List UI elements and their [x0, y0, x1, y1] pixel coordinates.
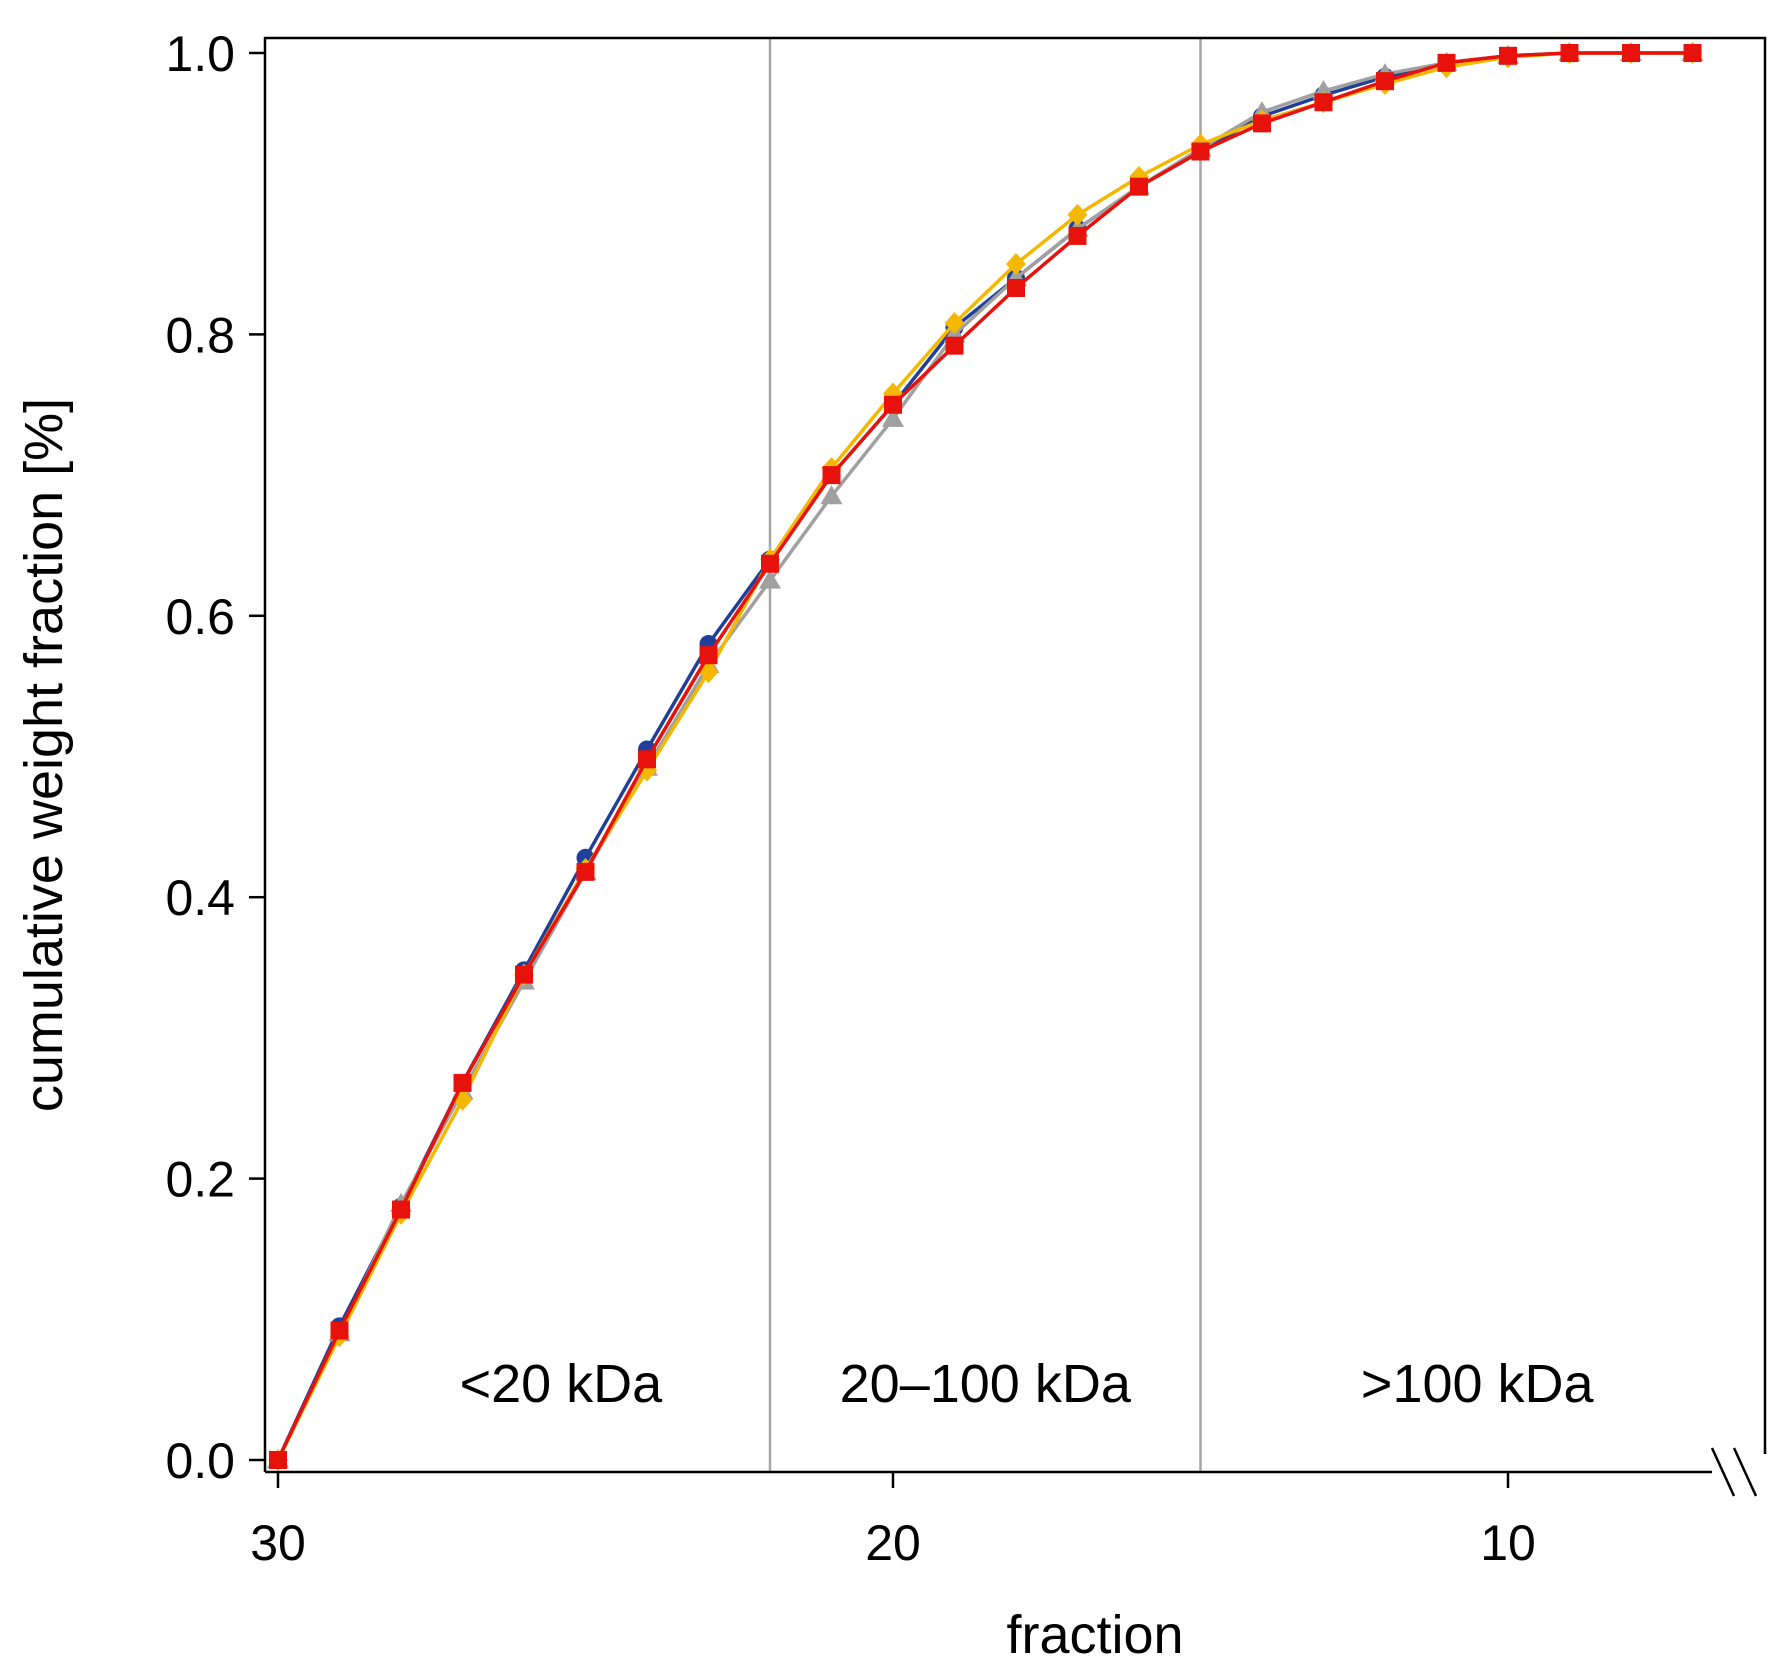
series-diamond — [268, 42, 1703, 1471]
series-group — [267, 42, 1704, 1471]
axis-break-mark-1 — [1710, 1447, 1736, 1497]
point-square-21 — [822, 466, 841, 485]
region-labels: <20 kDa 20–100 kDa >100 kDa — [460, 1354, 1595, 1414]
point-square-13 — [1314, 93, 1333, 112]
axes — [263, 36, 1767, 1497]
point-square-10 — [1499, 46, 1517, 65]
point-square-14 — [1253, 114, 1271, 133]
point-triangle-21 — [820, 485, 843, 505]
series-square — [269, 44, 1702, 1469]
point-square-28 — [392, 1200, 410, 1219]
point-square-9 — [1560, 44, 1579, 62]
axis-break-mark-2 — [1732, 1447, 1758, 1497]
point-square-26 — [515, 965, 533, 984]
point-triangle-20 — [882, 407, 904, 427]
point-square-18 — [1007, 278, 1025, 297]
series-line-square — [276, 51, 1693, 1461]
series-line-triangle — [276, 51, 1693, 1461]
region-dividers — [768, 38, 1202, 1472]
point-diamond-19 — [944, 312, 965, 335]
point-square-29 — [330, 1321, 349, 1340]
x-tick-label-20: 20 — [865, 1515, 921, 1571]
region-label-2: >100 kDa — [1361, 1354, 1595, 1414]
point-square-25 — [576, 862, 595, 881]
point-square-12 — [1376, 72, 1394, 91]
point-diamond-18 — [1006, 253, 1026, 276]
point-square-8 — [1622, 44, 1640, 62]
point-square-15 — [1191, 142, 1210, 161]
series-triangle — [267, 42, 1704, 1468]
point-square-17 — [1068, 226, 1087, 245]
plot-frame — [263, 36, 1767, 1472]
point-square-16 — [1130, 177, 1148, 196]
y-tick-label-0.0: 0.0 — [165, 1433, 235, 1489]
region-label-0: <20 kDa — [460, 1354, 664, 1414]
point-square-27 — [453, 1073, 472, 1092]
point-square-20 — [884, 395, 902, 414]
point-square-22 — [761, 554, 779, 573]
point-square-19 — [945, 336, 964, 355]
y-tick-label-0.4: 0.4 — [165, 870, 235, 926]
y-axis-title: cumulative weight fraction [%] — [14, 398, 74, 1112]
region-label-1: 20–100 kDa — [840, 1354, 1132, 1414]
x-tick-label-10: 10 — [1480, 1515, 1536, 1571]
series-line-circle — [276, 51, 1693, 1461]
point-square-30 — [269, 1451, 287, 1469]
point-diamond-17 — [1067, 203, 1088, 226]
point-square-7 — [1683, 44, 1702, 62]
series-circle — [269, 44, 1702, 1469]
series-line-diamond — [276, 51, 1693, 1461]
y-tick-label-0.2: 0.2 — [165, 1152, 235, 1208]
y-tick-label-1.0: 1.0 — [165, 26, 235, 82]
x-tick-label-30: 30 — [250, 1515, 306, 1571]
x-axis-title: fraction — [1006, 1605, 1183, 1664]
point-square-24 — [638, 750, 656, 769]
point-triangle-22 — [759, 569, 781, 589]
y-tick-label-0.6: 0.6 — [165, 589, 235, 645]
ticks: 30 20 10 0.0 0.2 0.4 0.6 0.8 1.0 — [165, 26, 1535, 1571]
point-square-23 — [699, 646, 718, 665]
point-square-11 — [1437, 53, 1456, 72]
y-tick-label-0.8: 0.8 — [165, 307, 235, 363]
